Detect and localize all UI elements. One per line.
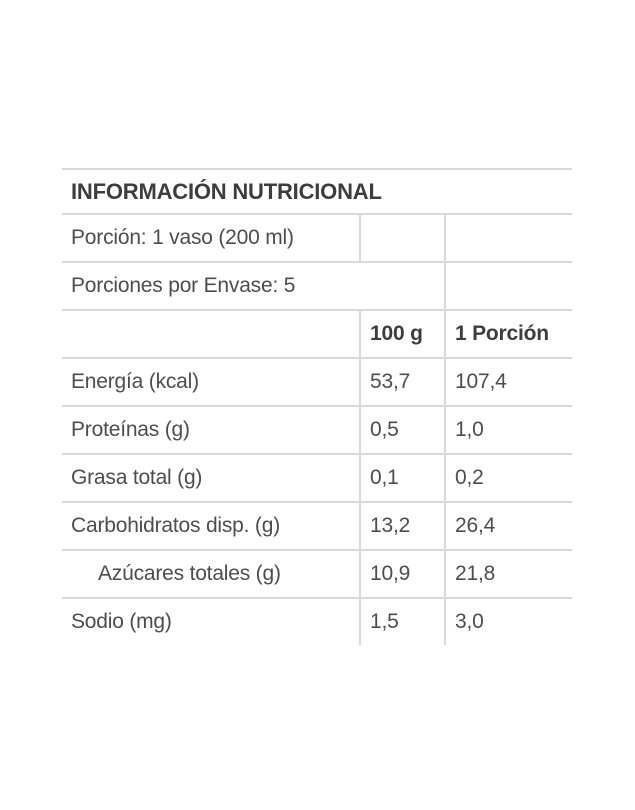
serving-size-empty-cell-1 — [359, 214, 445, 263]
value-100g: 0,5 — [359, 406, 445, 455]
value-portion: 21,8 — [443, 550, 573, 599]
row-label: Grasa total (g) — [62, 454, 360, 503]
serving-size-row: Porción: 1 vaso (200 ml) — [62, 214, 573, 263]
column-header-row: 100 g 1 Porción — [62, 310, 573, 359]
table-row-sugars: Azúcares totales (g) 10,9 21,8 — [62, 550, 573, 599]
nutrition-table: INFORMACIÓN NUTRICIONAL Porción: 1 vaso … — [62, 168, 573, 645]
serving-size-empty-cell-2 — [443, 214, 573, 263]
value-100g: 1,5 — [359, 598, 445, 645]
nutrition-facts-table: INFORMACIÓN NUTRICIONAL Porción: 1 vaso … — [62, 168, 573, 645]
row-label: Energía (kcal) — [62, 358, 360, 407]
value-portion: 3,0 — [443, 598, 573, 645]
value-portion: 1,0 — [443, 406, 573, 455]
servings-per-container-row: Porciones por Envase: 5 — [62, 262, 573, 311]
column-header-empty — [62, 310, 360, 359]
row-label: Sodio (mg) — [71, 610, 172, 633]
value-100g: 0,1 — [359, 454, 445, 503]
value-portion: 0,2 — [443, 454, 573, 503]
servings-per-container-empty-cell — [443, 262, 573, 311]
value-portion: 26,4 — [443, 502, 573, 551]
table-row-carbohydrates: Carbohidratos disp. (g) 13,2 26,4 — [62, 502, 573, 551]
table-title-row: INFORMACIÓN NUTRICIONAL — [62, 168, 573, 215]
table-row-energy: Energía (kcal) 53,7 107,4 — [62, 358, 573, 407]
value-100g: 10,9 — [359, 550, 445, 599]
column-header-portion: 1 Porción — [443, 310, 573, 359]
row-label: Azúcares totales (g) — [62, 550, 360, 599]
table-row-protein: Proteínas (g) 0,5 1,0 — [62, 406, 573, 455]
value-100g: 13,2 — [359, 502, 445, 551]
servings-per-container-label: Porciones por Envase: 5 — [62, 262, 445, 311]
row-label: Proteínas (g) — [62, 406, 360, 455]
table-row-fat: Grasa total (g) 0,1 0,2 — [62, 454, 573, 503]
table-row-sodium: Sodio (mg) 1,5 3,0 — [62, 598, 573, 645]
serving-size-label: Porción: 1 vaso (200 ml) — [62, 214, 360, 263]
row-label: Carbohidratos disp. (g) — [62, 502, 360, 551]
column-header-100g: 100 g — [359, 310, 445, 359]
value-100g: 53,7 — [359, 358, 445, 407]
value-portion: 107,4 — [443, 358, 573, 407]
table-title: INFORMACIÓN NUTRICIONAL — [62, 168, 573, 215]
